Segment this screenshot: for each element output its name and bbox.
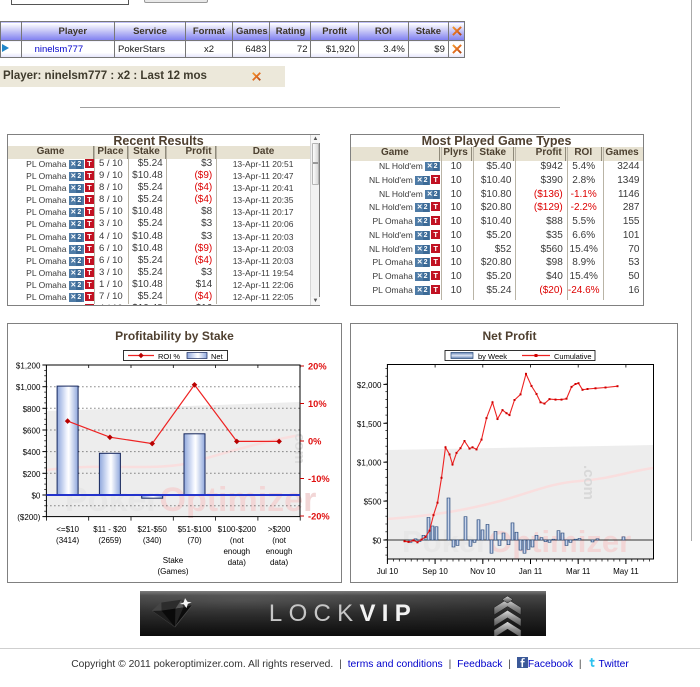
svg-text:enough: enough	[266, 547, 293, 556]
svg-text:$51-$100: $51-$100	[178, 525, 212, 534]
svg-text:data): data)	[270, 558, 289, 567]
svg-text:(not: (not	[272, 536, 287, 545]
svg-text:by Week: by Week	[478, 352, 507, 361]
svg-text:Net Profit: Net Profit	[482, 329, 536, 343]
svg-text:20%: 20%	[308, 362, 327, 372]
svg-text:$0: $0	[31, 492, 40, 501]
svg-text:(340): (340)	[143, 536, 162, 545]
svg-text:Nov 10: Nov 10	[470, 567, 496, 576]
svg-text:Sep 10: Sep 10	[422, 567, 448, 576]
svg-text:>$200: >$200	[268, 525, 291, 534]
svg-text:May 11: May 11	[613, 567, 639, 576]
svg-text:(3414): (3414)	[56, 536, 79, 545]
svg-text:(70): (70)	[187, 536, 202, 545]
svg-text:(Games): (Games)	[157, 567, 188, 576]
svg-text:-10%: -10%	[308, 474, 330, 484]
svg-text:Jul 10: Jul 10	[376, 567, 398, 576]
svg-text:$0: $0	[372, 537, 381, 546]
svg-text:(2659): (2659)	[98, 536, 121, 545]
svg-text:$200: $200	[23, 470, 41, 479]
svg-text:($200): ($200)	[17, 513, 40, 522]
svg-text:$1,000: $1,000	[16, 383, 41, 392]
svg-text:$1,500: $1,500	[356, 420, 381, 429]
svg-text:Mar 11: Mar 11	[566, 567, 591, 576]
svg-text:PokerOptimizer: PokerOptimizer	[402, 524, 631, 559]
svg-text:$800: $800	[23, 405, 41, 414]
svg-text:$1,200: $1,200	[16, 362, 41, 371]
svg-text:$1,000: $1,000	[356, 459, 381, 468]
svg-text:Profitability by Stake: Profitability by Stake	[115, 329, 234, 343]
svg-text:$500: $500	[363, 498, 381, 507]
svg-text:.com: .com	[580, 465, 597, 500]
svg-text:enough: enough	[223, 547, 250, 556]
svg-text:ROI %: ROI %	[158, 352, 180, 361]
svg-text:$11 - $20: $11 - $20	[93, 525, 127, 534]
svg-text:data): data)	[228, 558, 247, 567]
svg-text:Cumulative: Cumulative	[554, 352, 592, 361]
svg-text:$400: $400	[23, 448, 41, 457]
svg-text:$600: $600	[23, 427, 41, 436]
svg-text:$100-$200: $100-$200	[218, 525, 257, 534]
svg-text:0%: 0%	[308, 437, 322, 447]
svg-text:10%: 10%	[308, 399, 327, 409]
svg-text:$2,000: $2,000	[356, 381, 381, 390]
svg-text:.com: .com	[291, 429, 308, 464]
svg-text:-20%: -20%	[308, 512, 330, 522]
svg-text:Stake: Stake	[163, 556, 184, 565]
svg-text:LOCKVIP: LOCKVIP	[269, 600, 417, 627]
svg-text:Jan 11: Jan 11	[518, 567, 542, 576]
svg-text:(not: (not	[230, 536, 245, 545]
svg-text:Net: Net	[211, 352, 224, 361]
svg-text:<=$10: <=$10	[56, 525, 79, 534]
svg-text:$21-$50: $21-$50	[138, 525, 168, 534]
